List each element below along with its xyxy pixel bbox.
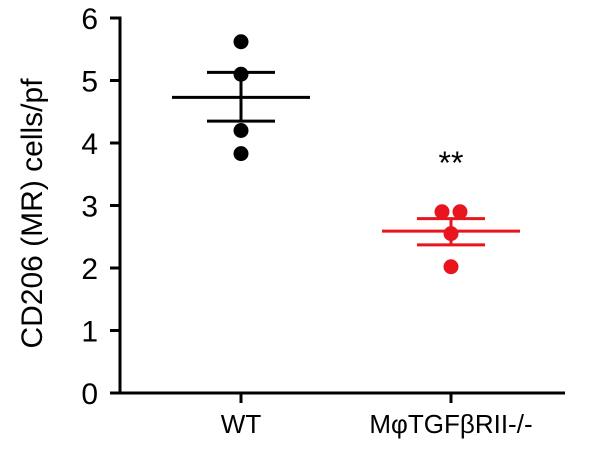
data-point (233, 146, 249, 162)
y-tick-label: 5 (81, 66, 98, 99)
data-point (452, 204, 468, 220)
data-point (443, 226, 459, 242)
x-tick-label: WT (221, 409, 262, 439)
x-tick-label: MφTGFβRII-/- (369, 409, 532, 439)
y-tick-label: 2 (81, 253, 98, 286)
y-axis-label: CD206 (MR) cells/pf (16, 78, 49, 349)
group-knockout (382, 204, 520, 275)
y-tick-label: 3 (81, 191, 98, 224)
y-tick-label: 1 (81, 316, 98, 349)
y-tick-label: 4 (81, 128, 98, 161)
data-point (233, 34, 249, 50)
group-wt (172, 34, 310, 162)
data-point (443, 259, 459, 275)
y-tick-label: 6 (81, 3, 98, 36)
significance-annotation: ** (439, 145, 464, 181)
y-tick-label: 0 (81, 378, 98, 411)
data-point (233, 123, 249, 138)
data-groups (172, 34, 520, 275)
data-point (233, 66, 249, 82)
y-ticks: 0 1 2 3 4 5 6 (81, 3, 120, 411)
data-point (434, 204, 450, 220)
x-axis: WT MφTGFβRII-/- (118, 391, 565, 439)
x-ticks: WT MφTGFβRII-/- (221, 393, 533, 439)
y-axis: 0 1 2 3 4 5 6 (81, 3, 122, 411)
